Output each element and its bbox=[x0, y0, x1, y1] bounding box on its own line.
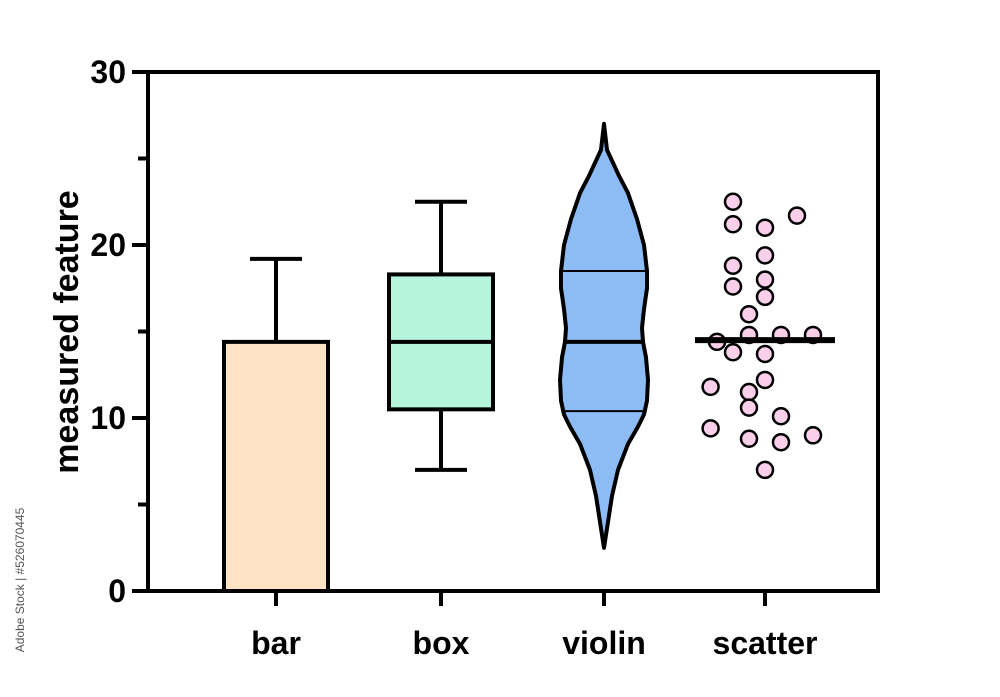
scatter-point bbox=[723, 343, 743, 362]
x-tick-label-violin: violin bbox=[562, 625, 646, 661]
scatter-point bbox=[803, 426, 823, 445]
scatter-point bbox=[755, 370, 775, 390]
violin-body bbox=[558, 121, 650, 550]
x-tick-label-scatter: scatter bbox=[713, 625, 818, 661]
scatter-point bbox=[739, 304, 759, 324]
scatter-point bbox=[755, 460, 775, 480]
scatter-point bbox=[771, 432, 791, 452]
scatter-point bbox=[755, 287, 775, 307]
scatter-point bbox=[755, 246, 775, 265]
x-tick-label-bar: bar bbox=[251, 625, 301, 661]
y-tick-label: 20 bbox=[90, 227, 126, 263]
y-tick-label: 10 bbox=[90, 400, 126, 436]
scatter-point bbox=[771, 407, 791, 426]
scatter-point bbox=[701, 377, 720, 397]
y-tick-label: 30 bbox=[90, 54, 126, 90]
scatter-point bbox=[755, 344, 775, 364]
scatter-point bbox=[723, 277, 743, 296]
scatter-point bbox=[723, 192, 743, 211]
y-tick-label: 0 bbox=[108, 573, 126, 609]
scatter-point bbox=[787, 206, 807, 225]
scatter-point bbox=[723, 256, 743, 276]
bar-mean bbox=[222, 339, 330, 593]
scatter-point bbox=[723, 214, 743, 234]
scatter-point bbox=[755, 270, 775, 289]
stock-id-watermark: Adobe Stock | #526070445 bbox=[13, 507, 27, 652]
scatter-point bbox=[739, 429, 759, 449]
plot-area: 0 10 20 30 bar box violin scatter bbox=[90, 54, 880, 661]
scatter-point bbox=[739, 398, 759, 417]
scatter-point bbox=[701, 419, 720, 438]
scatter-point bbox=[739, 382, 759, 402]
x-tick-label-box: box bbox=[413, 625, 470, 661]
y-axis-title: measured feature bbox=[48, 190, 86, 473]
scatter-point bbox=[755, 218, 775, 237]
